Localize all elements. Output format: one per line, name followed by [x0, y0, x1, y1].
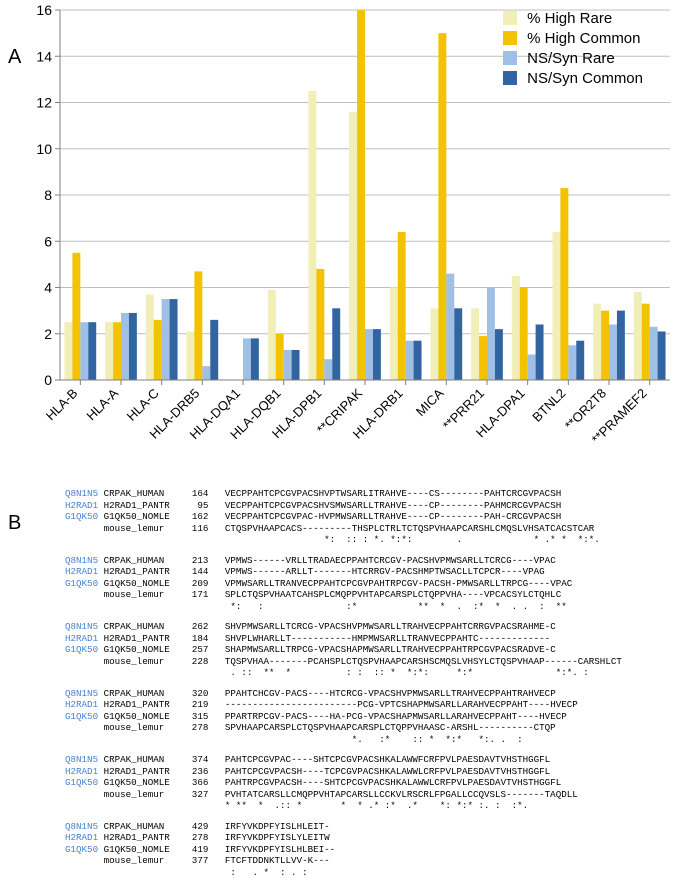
alignment-row: H2RAD1 H2RAD1_PANTR 95 VECPPAHTCPCGVPACS… [65, 500, 622, 512]
sequence-id: G1QK50 [65, 578, 104, 589]
alignment-row: G1QK50 G1QK50_NOMLE 315 PPARTRPCGV-PACS-… [65, 711, 622, 723]
sequence-id: H2RAD1 [65, 832, 104, 843]
alignment-row: *: : :* ** * . :* * . . : ** [65, 601, 622, 613]
chart-legend: % High Rare % High Common NS/Syn Rare NS/Sy… [503, 8, 643, 88]
sequence-id: H2RAD1 [65, 699, 104, 710]
legend-item: % High Common [503, 28, 643, 48]
alignment-row: G1QK50 G1QK50_NOMLE 257 SHAPMWSARLLTRPCG… [65, 644, 622, 656]
sequence-id: Q8N1N5 [65, 754, 104, 765]
alignment-row: mouse_lemur 377 FTCFTDDNKTLLVV-K--- [65, 855, 622, 867]
sequence-id: H2RAD1 [65, 566, 104, 577]
legend-label: % High Rare [527, 10, 612, 27]
x-category-label: HLA-B [43, 386, 81, 424]
sequence-id: G1QK50 [65, 777, 104, 788]
alignment-row: Q8N1N5 CRPAK_HUMAN 429 IRFYVKDPFYISLHLEI… [65, 821, 622, 833]
alignment-row: H2RAD1 H2RAD1_PANTR 236 PAHTCPCGVPACSH--… [65, 766, 622, 778]
sequence-id: Q8N1N5 [65, 821, 104, 832]
figure-container: A 0246810121416HLA-BHLA-AHLA-CHLA-DRB5HL… [0, 0, 693, 880]
x-category-label: HLA-C [124, 386, 162, 424]
alignment-row: Q8N1N5 CRPAK_HUMAN 374 PAHTCPCGVPAC----S… [65, 754, 622, 766]
alignment-row: : . * : . : [65, 867, 622, 879]
sequence-id: Q8N1N5 [65, 621, 104, 632]
alignment-row: mouse_lemur 116 CTQSPVHAAPCACS---------T… [65, 523, 622, 535]
sequence-id: G1QK50 [65, 644, 104, 655]
alignment-row: H2RAD1 H2RAD1_PANTR 219 ----------------… [65, 699, 622, 711]
alignment-row: G1QK50 G1QK50_NOMLE 419 IRFYVKDPFYISLHLB… [65, 844, 622, 856]
sequence-id: G1QK50 [65, 711, 104, 722]
svg-text:0: 0 [44, 372, 52, 388]
svg-text:6: 6 [44, 233, 52, 249]
alignment-row: G1QK50 G1QK50_NOMLE 162 VECPPAHTCPCGVPAC… [65, 511, 622, 523]
alignment-block: Q8N1N5 CRPAK_HUMAN 262 SHVPMWSARLLTCRCG-… [65, 621, 622, 679]
legend-swatch [503, 31, 517, 45]
alignment-row: G1QK50 G1QK50_NOMLE 209 VPMWSARLLTRANVEC… [65, 578, 622, 590]
alignment-row: Q8N1N5 CRPAK_HUMAN 320 PPAHTCHCGV-PACS--… [65, 688, 622, 700]
legend-swatch [503, 71, 517, 85]
x-category-label: BTNL2 [529, 386, 568, 425]
alignment-row: mouse_lemur 327 PVHTATCARSLLCMQPPVHTAPCA… [65, 789, 622, 801]
sequence-id: Q8N1N5 [65, 555, 104, 566]
alignment-row: H2RAD1 H2RAD1_PANTR 184 SHVPLWHARLLT----… [65, 633, 622, 645]
sequence-id: H2RAD1 [65, 633, 104, 644]
alignment-row: Q8N1N5 CRPAK_HUMAN 262 SHVPMWSARLLTCRCG-… [65, 621, 622, 633]
alignment-row: * ** * .:: * * * .* :* .* *: *:* :. : :*… [65, 800, 622, 812]
legend-label: NS/Syn Common [527, 70, 643, 87]
legend-item: % High Rare [503, 8, 643, 28]
legend-item: NS/Syn Common [503, 68, 643, 88]
alignment-row: mouse_lemur 171 SPLCTQSPVHAATCAHSPLCMQPP… [65, 589, 622, 601]
svg-text:2: 2 [44, 326, 52, 342]
alignment-row: mouse_lemur 278 SPVHAAPCARSPLCTQSPVHAAPC… [65, 722, 622, 734]
sequence-id: Q8N1N5 [65, 488, 104, 499]
alignment-row: mouse_lemur 228 TQSPVHAA-------PCAHSPLCT… [65, 656, 622, 668]
alignment-block: Q8N1N5 CRPAK_HUMAN 374 PAHTCPCGVPAC----S… [65, 754, 622, 812]
panel-b-label: B [8, 512, 21, 535]
sequence-id: G1QK50 [65, 511, 104, 522]
legend-label: NS/Syn Rare [527, 50, 615, 67]
alignment-row: *. :* :: * *:* *:. . : [65, 734, 622, 746]
svg-text:12: 12 [36, 95, 52, 111]
alignment-block: Q8N1N5 CRPAK_HUMAN 213 VPMWS------VRLLTR… [65, 555, 622, 613]
alignment-block: Q8N1N5 CRPAK_HUMAN 429 IRFYVKDPFYISLHLEI… [65, 821, 622, 879]
svg-text:8: 8 [44, 187, 52, 203]
sequence-id: G1QK50 [65, 844, 104, 855]
svg-text:10: 10 [36, 141, 52, 157]
x-category-label: MICA [413, 385, 447, 419]
svg-text:16: 16 [36, 2, 52, 18]
panel-b-alignment: Q8N1N5 CRPAK_HUMAN 164 VECPPAHTCPCGVPACS… [65, 488, 622, 887]
legend-swatch [503, 11, 517, 25]
legend-item: NS/Syn Rare [503, 48, 643, 68]
alignment-block: Q8N1N5 CRPAK_HUMAN 164 VECPPAHTCPCGVPACS… [65, 488, 622, 546]
alignment-row: *: :: : *. *:*: . * .* * *:*. [65, 534, 622, 546]
alignment-row: H2RAD1 H2RAD1_PANTR 278 IRFYVKDPFYISLYLE… [65, 832, 622, 844]
alignment-row: G1QK50 G1QK50_NOMLE 366 PAHTRPCGVPACSH--… [65, 777, 622, 789]
alignment-row: Q8N1N5 CRPAK_HUMAN 164 VECPPAHTCPCGVPACS… [65, 488, 622, 500]
legend-label: % High Common [527, 30, 640, 47]
sequence-id: H2RAD1 [65, 500, 104, 511]
x-category-label: HLA-A [83, 385, 121, 423]
sequence-id: H2RAD1 [65, 766, 104, 777]
alignment-row: H2RAD1 H2RAD1_PANTR 144 VPMWS------ARLLT… [65, 566, 622, 578]
alignment-row: . :: ** * : : :: * *:*: *:* *:*. : [65, 667, 622, 679]
alignment-row: Q8N1N5 CRPAK_HUMAN 213 VPMWS------VRLLTR… [65, 555, 622, 567]
alignment-block: Q8N1N5 CRPAK_HUMAN 320 PPAHTCHCGV-PACS--… [65, 688, 622, 746]
sequence-id: Q8N1N5 [65, 688, 104, 699]
svg-text:4: 4 [44, 280, 52, 296]
legend-swatch [503, 51, 517, 65]
svg-text:14: 14 [36, 48, 52, 64]
